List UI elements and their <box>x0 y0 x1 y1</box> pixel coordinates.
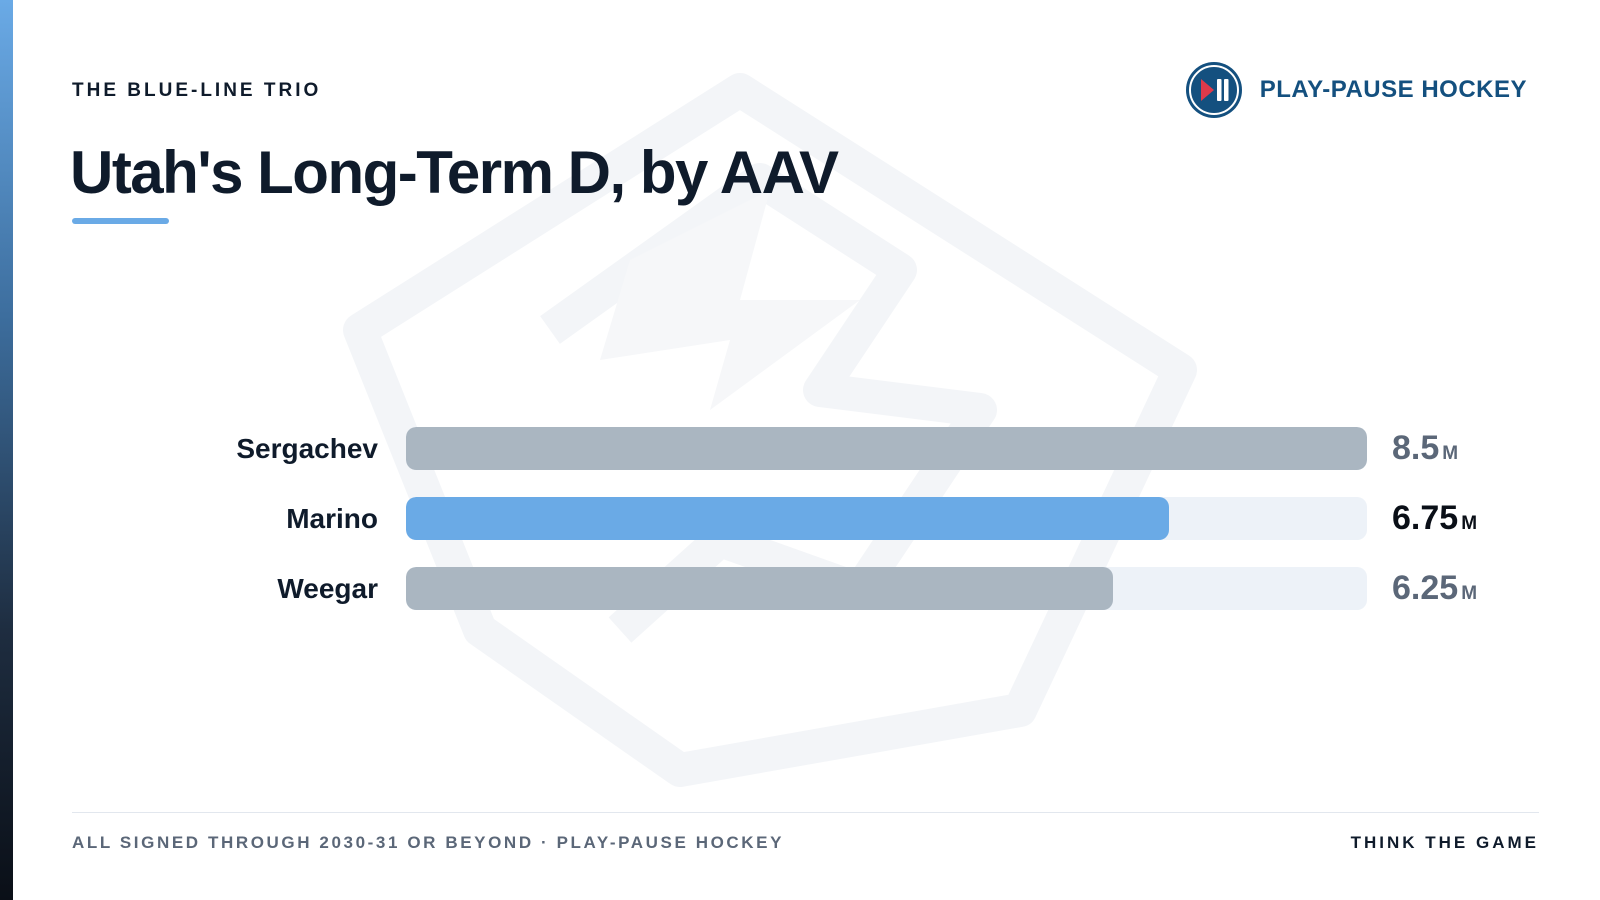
bar-value-unit: M <box>1442 443 1459 464</box>
footer-note: ALL SIGNED THROUGH 2030-31 OR BEYOND · P… <box>72 833 785 852</box>
footer-divider <box>72 812 1539 813</box>
bar <box>406 497 1169 540</box>
bar-value-unit: M <box>1461 583 1478 604</box>
kicker-label: THE BLUE-LINE TRIO <box>72 80 322 101</box>
bar-row: Sergachev 8.5 M <box>0 427 1600 470</box>
bar-category-label: Marino <box>286 503 378 534</box>
side-accent-stripe <box>0 0 13 900</box>
bar-value-number: 6.25 <box>1392 569 1459 607</box>
chart-title: Utah's Long-Term D, by AAV <box>70 139 839 206</box>
bar-value-unit: M <box>1461 513 1478 534</box>
bar-track <box>406 567 1367 610</box>
bar-track <box>406 497 1367 540</box>
play-pause-icon <box>1185 62 1242 118</box>
bar <box>406 427 1367 470</box>
bar-row: Weegar 6.25 M <box>0 567 1600 610</box>
bar <box>406 567 1113 610</box>
bar-track <box>406 427 1367 470</box>
bar-value-number: 8.5 <box>1392 429 1440 467</box>
bar-value-label: 6.75 M <box>1392 497 1477 540</box>
watermark-logo <box>343 73 1197 787</box>
bar-category-label: Sergachev <box>236 433 378 464</box>
footer-tagline: THINK THE GAME <box>1350 833 1539 852</box>
brand-name: PLAY-PAUSE HOCKEY <box>1259 76 1527 103</box>
bar-value-label: 8.5 M <box>1392 427 1458 470</box>
brand-lockup: PLAY-PAUSE HOCKEY <box>1184 60 1527 120</box>
bar-category-label: Weegar <box>277 573 378 604</box>
bar-value-label: 6.25 M <box>1392 567 1477 610</box>
bar-value-number: 6.75 <box>1392 499 1459 537</box>
title-underline <box>72 218 169 224</box>
bar-row: Marino 6.75 M <box>0 497 1600 540</box>
